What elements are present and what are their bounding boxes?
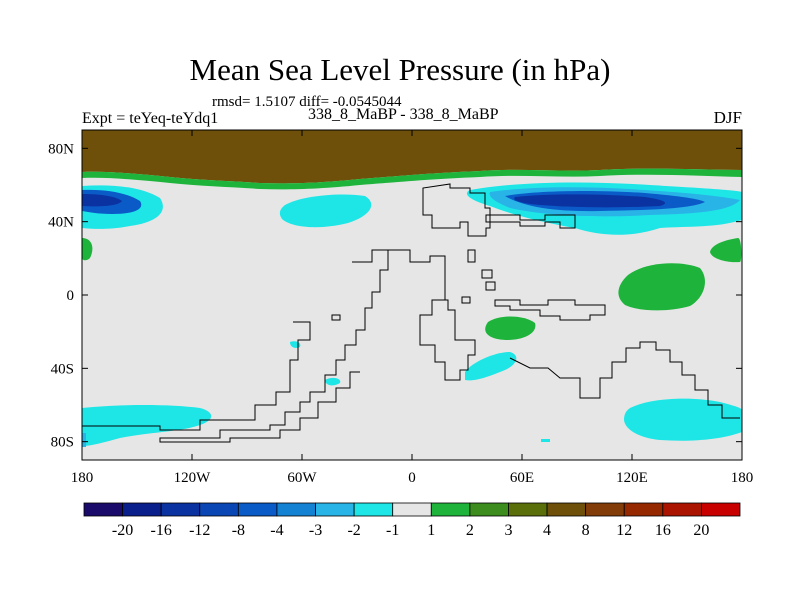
region-indian-ocean-high [485,316,536,340]
experiment-label: Expt = teYeq-teYdq1 [82,110,219,127]
colorbar-box [315,502,355,517]
y-tick-label: 0 [67,288,75,304]
colorbar-box [623,502,664,517]
x-tick-label: 180 [71,470,94,486]
region-small-low-b [325,377,341,386]
continent-outlines [82,183,740,443]
region-north-polar-edge-green [82,168,742,190]
region-small-low-c [541,439,550,442]
colorbar-label: -20 [112,522,133,539]
colorbar-label: 3 [504,522,512,539]
chart-title: Mean Sea Level Pressure (in hPa) [189,52,611,87]
colorbar-label: 4 [543,522,551,539]
colorbar-box [662,502,702,517]
stats-line: rmsd= 1.5107 diff= -0.0545044 [212,94,402,110]
region-north-atlantic-low [279,194,372,228]
colorbar-box [353,502,394,517]
region-southern-ocean-low-east [624,398,742,441]
colorbar-label: 12 [616,522,632,539]
region-north-polar-high [82,130,742,184]
x-tick-label: 60E [510,470,534,486]
colorbar-box [430,502,471,517]
colorbar-box [585,502,625,517]
x-tick-label: 120E [616,470,648,486]
colorbar-label: -2 [347,522,360,539]
colorbar-label: 20 [693,522,709,539]
y-tick-label: 80N [48,141,74,157]
colorbar-box [160,502,201,517]
region-asia-low-core [514,194,665,208]
x-tick-label: 180 [731,470,754,486]
colorbar-box [122,502,162,517]
colorbar-label: -4 [270,522,283,539]
colorbar-label: 2 [466,522,474,539]
x-tick-label: 0 [408,470,416,486]
colorbar-label: -1 [386,522,399,539]
south-america-outline [159,249,389,443]
region-east-pacific-high [710,238,742,263]
x-tick-labels: 180 120W 60W 0 60E 120E 180 [71,470,754,486]
asia-islands-outline [461,249,496,304]
colorbar-label: -3 [309,522,322,539]
y-tick-labels: 80N 40N 0 40S 80S [48,141,74,450]
colorbar-box [392,502,432,517]
colorbar-label: 16 [655,522,671,539]
region-north-pacific-low-west-inner [82,194,122,207]
small-island-outline [331,314,341,321]
y-tick-label: 80S [51,435,74,451]
colorbar-box [469,502,509,517]
colorbar-label: -8 [232,522,245,539]
y-tick-label: 40N [48,215,74,231]
colorbar-box [237,502,278,517]
maritime-continent-outline [494,299,606,321]
colorbar-label: 8 [582,522,590,539]
colorbar-labels: -20 -16 -12 -8 -4 -3 -2 -1 1 2 3 4 8 12 16 20 [112,522,709,539]
europe-outline [422,183,491,237]
antarctic-coast-east-outline [509,341,740,419]
northern-asia-outline [485,214,576,229]
africa-outline [380,249,476,381]
colorbar-label: -12 [189,522,210,539]
x-tick-label: 60W [287,470,317,486]
colorbar-box [701,502,741,517]
colorbar-label: -16 [151,522,172,539]
colorbar-label: 1 [427,522,435,539]
colorbar-box [83,502,123,517]
region-south-pacific-high [618,263,705,311]
colorbar-box [508,502,548,517]
region-south-africa-low [465,352,517,381]
region-dateline-high-north [82,238,93,261]
region-dateline-edge-low [82,433,86,447]
axis-ticks [81,130,743,460]
pressure-fields [82,130,742,447]
colorbar [83,502,741,517]
season-label: DJF [713,108,742,127]
colorbar-box [546,502,587,517]
x-tick-label: 120W [174,470,212,486]
y-tick-label: 40S [51,361,74,377]
americas-west-coast-outline [82,321,311,431]
case-pair-label: 338_8_MaBP - 338_8_MaBP [308,106,499,123]
colorbar-box [276,502,316,517]
colorbar-box [199,502,239,517]
